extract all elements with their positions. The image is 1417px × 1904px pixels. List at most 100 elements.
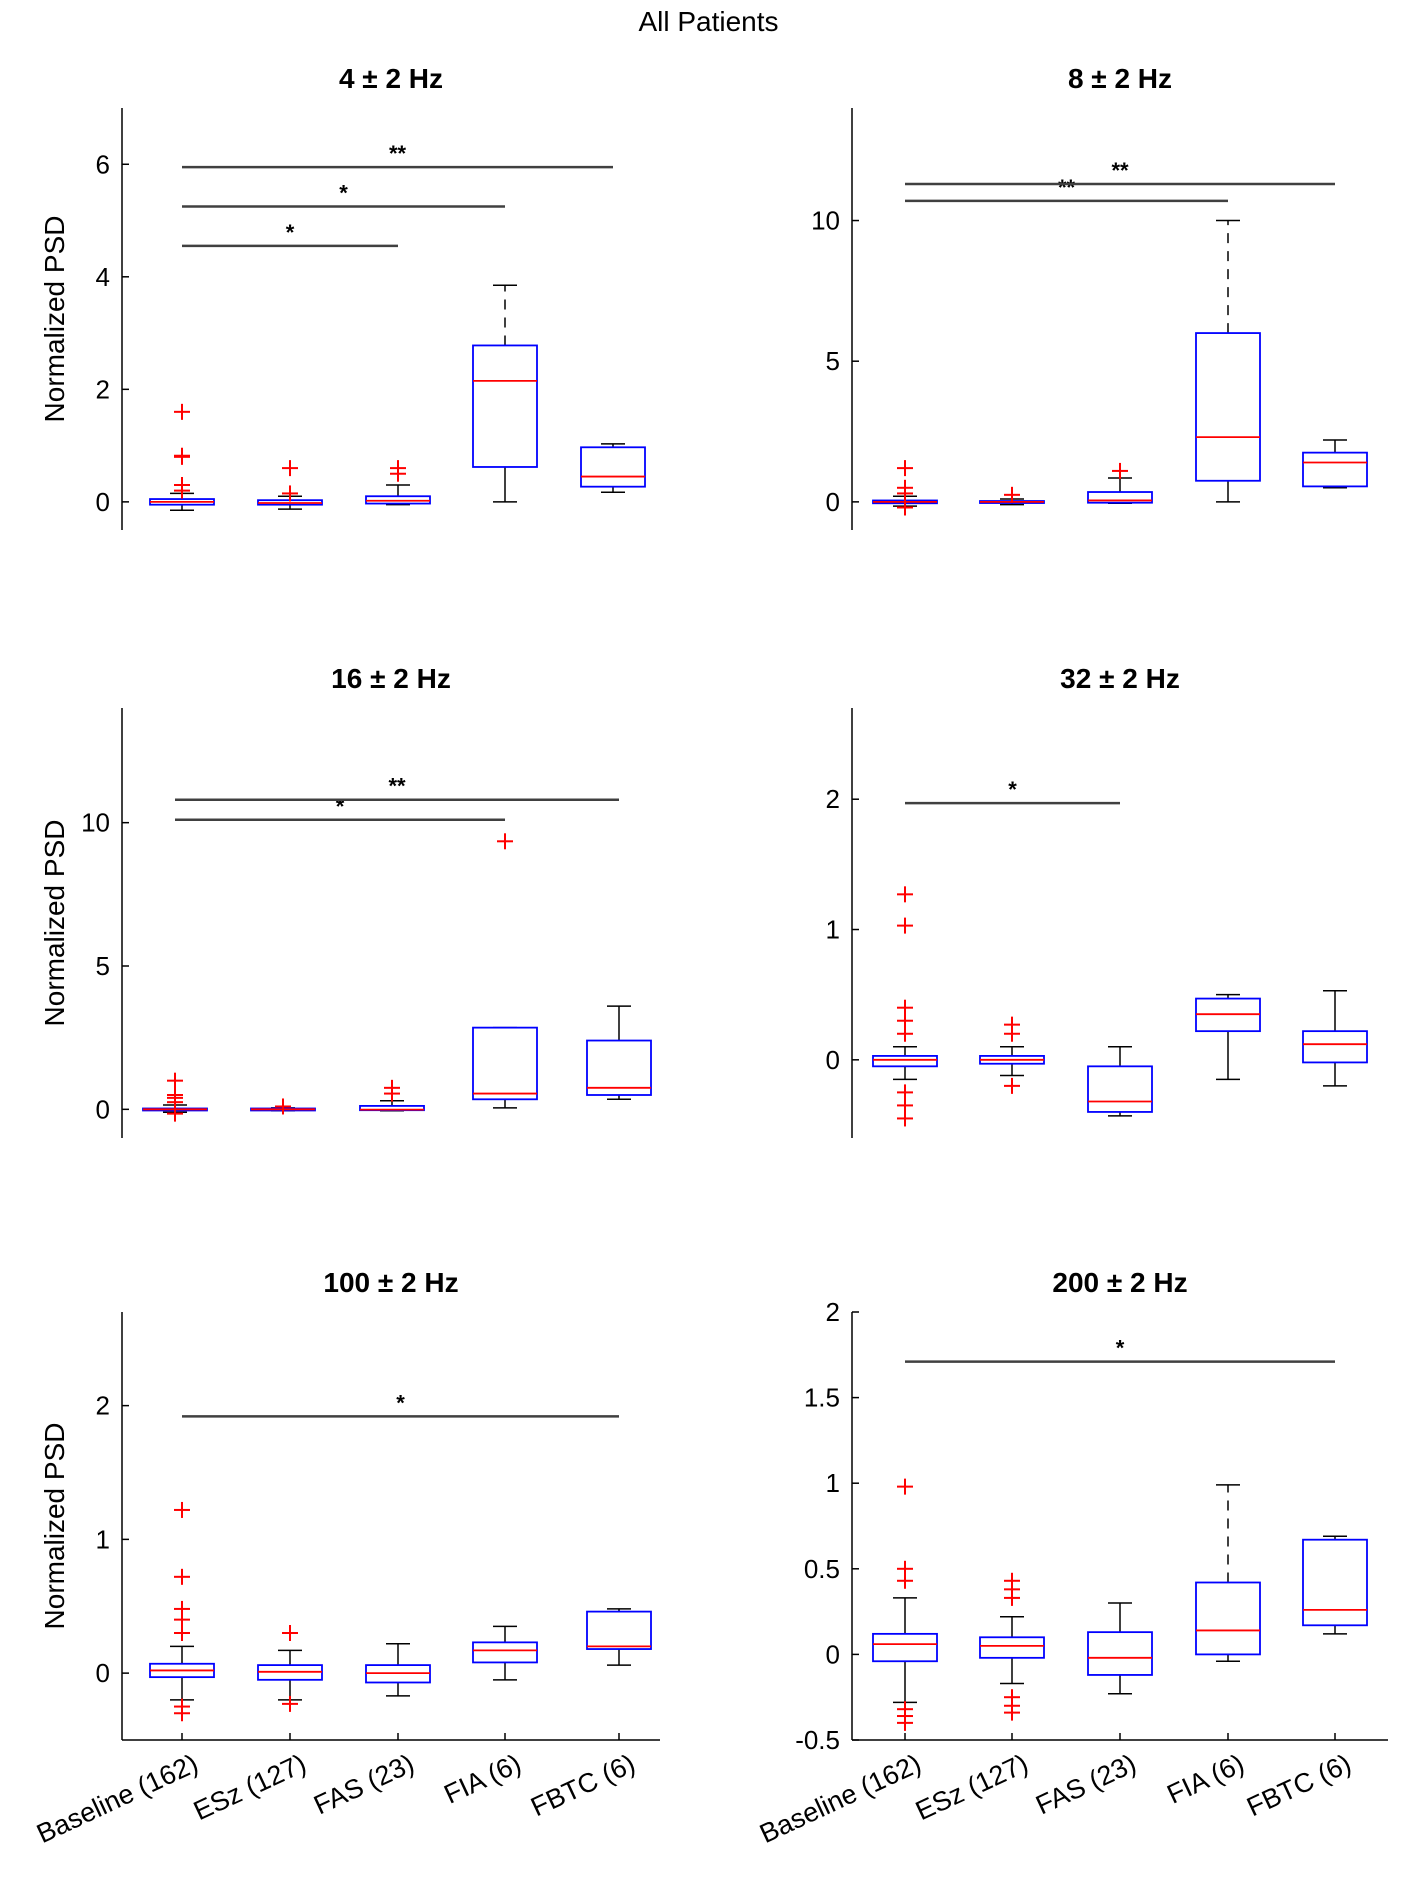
significance-label: *: [1008, 777, 1017, 802]
outlier-point: [167, 1072, 183, 1089]
outlier-point: [384, 1079, 400, 1096]
panel-title: 16 ± 2 Hz: [331, 663, 451, 694]
outlier-point: [897, 460, 913, 477]
box-4: [472, 284, 538, 503]
y-tick-label: 4: [96, 262, 110, 292]
outlier-point: [897, 917, 913, 934]
outlier-point: [275, 1098, 291, 1115]
significance-label: **: [389, 141, 407, 166]
box-2: [979, 1016, 1045, 1094]
box-2: [979, 486, 1045, 506]
category-label: ESz (127): [911, 1748, 1032, 1826]
significance-label: *: [336, 794, 345, 819]
box-4: [1195, 993, 1261, 1081]
box-iqr: [472, 344, 538, 468]
y-tick-label: 2: [826, 784, 840, 814]
outlier-point: [897, 479, 913, 496]
panel-title: 100 ± 2 Hz: [323, 1267, 458, 1298]
box-5: [586, 1608, 652, 1666]
box-iqr: [586, 1610, 652, 1650]
outlier-point: [497, 833, 513, 850]
box-4: [472, 1625, 538, 1681]
y-tick-label: 0: [826, 487, 840, 517]
box-3: [365, 460, 431, 506]
box-5: [1302, 1535, 1368, 1635]
box-1: [872, 886, 938, 1127]
box-2: [979, 1572, 1045, 1721]
significance-label: **: [1111, 158, 1129, 183]
box-iqr: [1302, 1538, 1368, 1627]
box-1: [872, 1478, 938, 1731]
y-tick-label: 0: [96, 1658, 110, 1688]
box-iqr: [580, 446, 646, 488]
box-iqr: [472, 1641, 538, 1664]
box-5: [1302, 990, 1368, 1087]
category-label: Baseline (162): [755, 1748, 925, 1849]
significance-label: *: [339, 180, 348, 205]
box-iqr: [472, 1026, 538, 1101]
box-4: [1195, 219, 1261, 503]
outlier-point: [174, 447, 190, 464]
box-iqr: [979, 1636, 1045, 1659]
y-tick-label: 0.5: [804, 1554, 840, 1584]
outlier-point: [282, 460, 298, 477]
box-1: [149, 403, 215, 512]
significance-label: **: [388, 774, 406, 799]
outlier-point: [174, 1705, 190, 1722]
y-tick-label: 1: [826, 915, 840, 945]
category-label: FAS (23): [309, 1748, 418, 1820]
panel-title: 200 ± 2 Hz: [1052, 1267, 1187, 1298]
box-iqr: [872, 1055, 938, 1068]
box-iqr: [1302, 1030, 1368, 1064]
y-tick-label: 10: [81, 808, 110, 838]
box-2: [257, 460, 323, 510]
outlier-point: [897, 499, 913, 516]
box-3: [1087, 1046, 1153, 1117]
outlier-point: [167, 1087, 183, 1103]
box-5: [1302, 439, 1368, 489]
box-2: [250, 1098, 316, 1115]
panel-title: 32 ± 2 Hz: [1060, 663, 1180, 694]
outlier-point: [390, 460, 406, 477]
box-5: [586, 1005, 652, 1101]
y-tick-label: 1: [826, 1468, 840, 1498]
box-iqr: [1087, 491, 1153, 504]
outlier-point: [1004, 1077, 1020, 1094]
outlier-point: [897, 1478, 913, 1495]
box-iqr: [872, 1632, 938, 1663]
y-tick-label: 6: [96, 149, 110, 179]
box-3: [1087, 462, 1153, 505]
box-2: [257, 1625, 323, 1712]
category-label: Baseline (162): [32, 1748, 202, 1849]
figure-title: All Patients: [638, 6, 779, 37]
panel-2: 8 ± 2 Hz 0 5 10 ** **: [811, 63, 1368, 530]
y-tick-label: 0: [826, 1639, 840, 1669]
y-tick-label: 5: [826, 346, 840, 376]
category-label: FBTC (6): [526, 1748, 639, 1822]
box-4: [472, 833, 538, 1109]
box-1: [872, 460, 938, 516]
y-tick-label: 2: [96, 374, 110, 404]
panel-6: 200 ± 2 Hz -0.5 0 0.5 1 1.5 2 * Baseline (162)ES…: [755, 1267, 1388, 1849]
box-5: [580, 443, 646, 494]
panel-4: 32 ± 2 Hz 0 1 2 *: [826, 663, 1368, 1138]
outlier-point: [1004, 486, 1020, 503]
outlier-point: [1004, 1016, 1020, 1033]
y-tick-label: 5: [96, 951, 110, 981]
y-axis-label: Normalized PSD: [39, 820, 70, 1027]
y-tick-label: 1.5: [804, 1383, 840, 1413]
box-iqr: [586, 1039, 652, 1096]
outlier-point: [174, 476, 190, 493]
category-label: ESz (127): [189, 1748, 310, 1826]
y-tick-label: 1: [96, 1524, 110, 1554]
outlier-point: [174, 403, 190, 420]
y-tick-label: -0.5: [795, 1725, 840, 1755]
outlier-point: [174, 1600, 190, 1617]
significance-label: *: [286, 220, 295, 245]
category-label: FAS (23): [1031, 1748, 1140, 1820]
box-4: [1195, 1484, 1261, 1662]
box-1: [142, 1072, 208, 1122]
category-label: FIA (6): [1162, 1748, 1248, 1809]
